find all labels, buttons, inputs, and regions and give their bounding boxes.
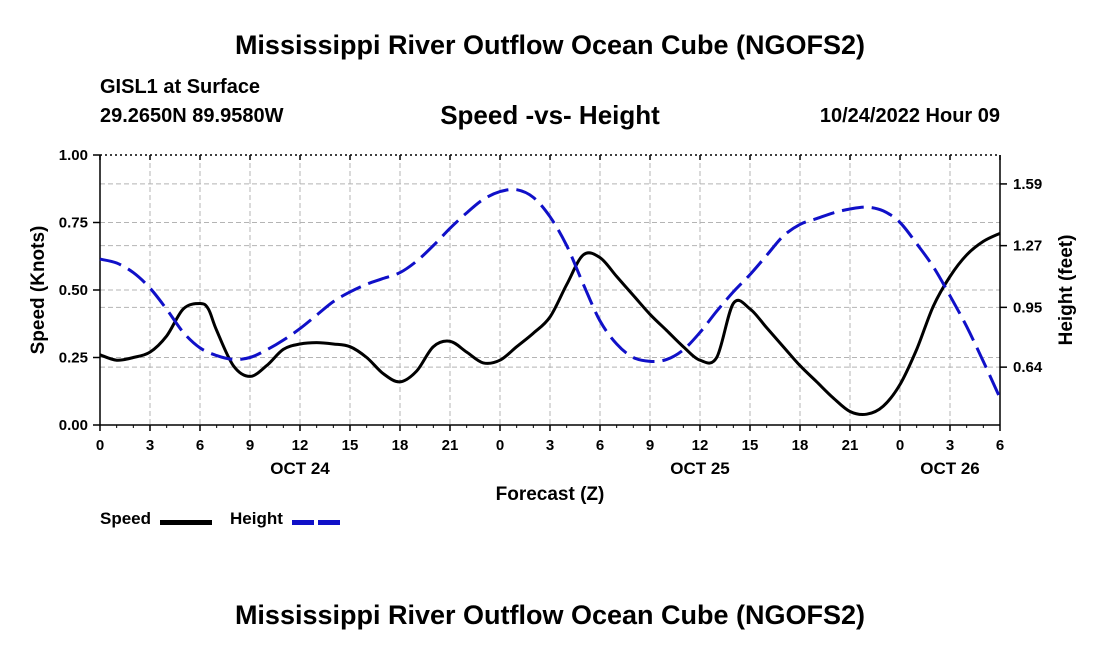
x-tick-label: 21: [842, 437, 859, 454]
date-label: OCT 25: [670, 459, 730, 478]
y-tick-label: 0.75: [59, 215, 88, 232]
station-label: GISL1 at Surface: [100, 76, 261, 98]
x-tick-label: 0: [896, 437, 904, 454]
y2-tick-label: 0.64: [1013, 359, 1043, 376]
date-label: OCT 26: [920, 459, 980, 478]
x-tick-label: 18: [792, 437, 809, 454]
chart-title: Mississippi River Outflow Ocean Cube (NG…: [234, 30, 866, 60]
date-label: OCT 24: [270, 459, 330, 478]
x-tick-label: 21: [442, 437, 459, 454]
x-tick-label: 15: [742, 437, 759, 454]
y2-tick-label: 1.27: [1013, 238, 1042, 255]
x-tick-label: 12: [292, 437, 309, 454]
x-tick-label: 9: [646, 437, 654, 454]
legend-height-label: Height: [230, 509, 283, 528]
y-tick-label: 1.00: [59, 147, 88, 164]
y-axis-title-right: Height (feet): [1056, 235, 1077, 346]
y-tick-label: 0.50: [59, 282, 88, 299]
y2-tick-label: 0.95: [1013, 299, 1042, 316]
x-tick-label: 6: [596, 437, 604, 454]
chart-title-repeat: Mississippi River Outflow Ocean Cube (NG…: [234, 600, 866, 630]
x-tick-label: 12: [692, 437, 709, 454]
legend-speed-label: Speed: [100, 509, 152, 528]
axis-layer: [93, 154, 1007, 431]
label-layer: 0 3 6 9 12 15 18 21 0 3 6 9 12 15 18 21 0 3 6 0.00 0.25 0.50 0…: [28, 147, 1077, 505]
y-tick-label: 0.25: [59, 350, 88, 367]
x-tick-label: 3: [946, 437, 954, 454]
y2-tick-label: 1.59: [1013, 176, 1042, 193]
x-tick-label: 6: [196, 437, 204, 454]
x-tick-label: 0: [96, 437, 104, 454]
legend-height-swatch: [292, 520, 344, 525]
station-coordinates: 29.2650N 89.9580W: [100, 105, 284, 127]
series-speed-line: [99, 231, 1001, 417]
chart-subtitle: Speed -vs- Height: [440, 100, 660, 130]
series-height-line: [99, 187, 1002, 399]
grid-layer: [100, 155, 1000, 425]
x-tick-label: 15: [342, 437, 359, 454]
x-axis-title: Forecast (Z): [496, 484, 605, 505]
x-tick-label: 0: [496, 437, 504, 454]
x-tick-label: 18: [392, 437, 409, 454]
y-axis-title-left: Speed (Knots): [28, 226, 49, 355]
x-tick-label: 9: [246, 437, 254, 454]
x-tick-label: 6: [996, 437, 1004, 454]
x-tick-label: 3: [546, 437, 554, 454]
x-tick-label: 3: [146, 437, 154, 454]
legend-speed-swatch: [160, 520, 212, 525]
y-tick-label: 0.00: [59, 417, 88, 434]
forecast-datetime: 10/24/2022 Hour 09: [819, 105, 1000, 127]
series-layer: [99, 187, 1002, 417]
